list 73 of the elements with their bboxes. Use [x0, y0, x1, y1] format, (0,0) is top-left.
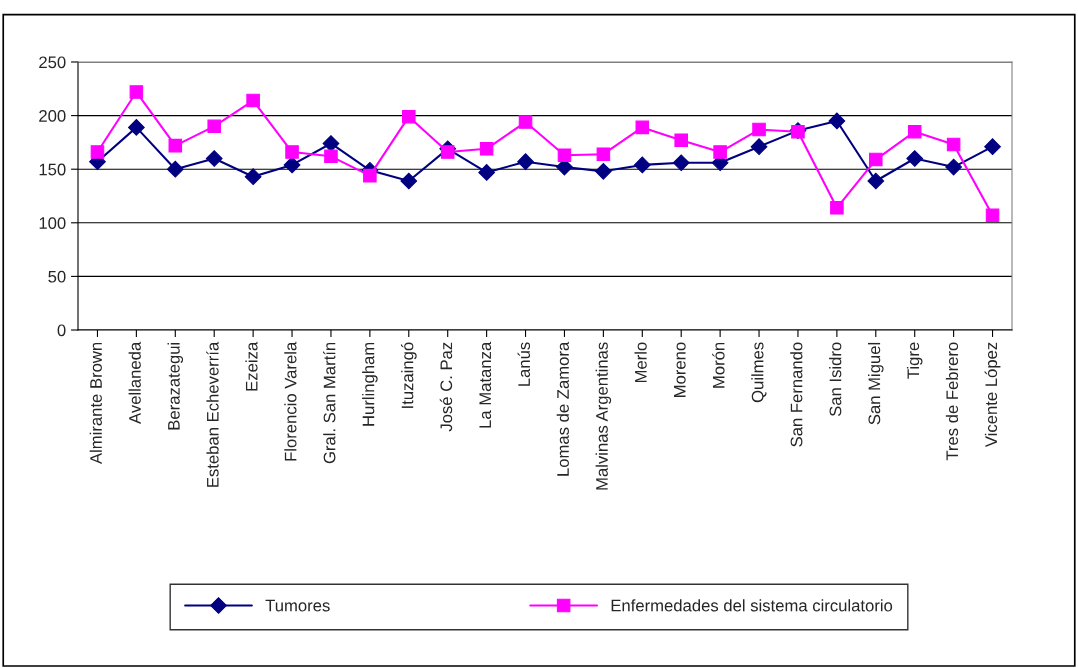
- point: [945, 158, 962, 176]
- point: [244, 168, 262, 186]
- point: [285, 145, 299, 159]
- point: [946, 137, 961, 152]
- point: [246, 93, 260, 108]
- x-tick-label: Berazategui: [167, 342, 184, 430]
- point: [635, 120, 650, 135]
- point: [906, 150, 924, 167]
- point: [985, 208, 1000, 223]
- point: [867, 172, 885, 190]
- y-tick-label: 50: [48, 270, 66, 283]
- x-tick-label: San Isidro: [829, 342, 842, 417]
- point: [402, 109, 416, 124]
- x-tick-label: Gral. San Martín: [322, 342, 336, 464]
- point: [518, 115, 533, 129]
- x-tick-label: San Fernando: [790, 342, 803, 447]
- point: [440, 145, 455, 159]
- y-tick-label: 100: [39, 217, 66, 229]
- y-tick-label: 200: [39, 110, 66, 122]
- x-tick-label: La Matanza: [479, 341, 492, 428]
- point: [828, 112, 846, 130]
- point: [363, 168, 377, 183]
- point: [324, 149, 338, 164]
- point: [168, 138, 183, 153]
- y-tick-label: 250: [39, 56, 66, 69]
- x-tick-label: Lanús: [517, 342, 531, 386]
- x-tick-label: Hurlingham: [362, 342, 378, 426]
- y-tick-label: 0: [57, 324, 66, 337]
- point: [479, 142, 494, 156]
- point: [713, 145, 727, 159]
- x-tick-label: San Miguel: [868, 342, 884, 425]
- legend-label: Tumores: [265, 599, 330, 612]
- point: [166, 160, 184, 178]
- point: [478, 164, 495, 181]
- point: [557, 148, 572, 163]
- x-tick-label: Ezeiza: [245, 341, 258, 391]
- x-tick-label: Lomas de Zamora: [556, 341, 569, 476]
- point: [128, 119, 145, 136]
- point: [400, 172, 418, 190]
- point: [830, 201, 844, 215]
- x-tick-label: Ituzaingó: [400, 342, 417, 408]
- point: [869, 152, 883, 167]
- point: [129, 85, 144, 99]
- x-tick-label: Tres de Febrero: [945, 342, 959, 461]
- x-tick-label: Vicente López: [984, 342, 1001, 448]
- x-tick-label: Quilmes: [751, 342, 767, 403]
- y-tick-label: 150: [39, 163, 66, 176]
- x-tick-label: Merlo: [634, 342, 647, 383]
- point: [207, 119, 221, 134]
- point: [205, 150, 223, 167]
- x-tick-label: Esteban Echeverría: [206, 341, 219, 487]
- x-tick-label: Malvinas Argentinas: [595, 342, 612, 490]
- x-tick-label: Morón: [712, 342, 725, 388]
- point: [672, 154, 690, 172]
- point: [752, 122, 766, 137]
- point: [750, 138, 768, 156]
- x-tick-label: Florencio Varela: [284, 341, 297, 461]
- point: [907, 124, 922, 139]
- x-tick-label: José C. Paz: [439, 342, 453, 432]
- point: [595, 162, 612, 180]
- x-tick-label: Tigre: [906, 342, 923, 379]
- point: [517, 153, 534, 171]
- x-tick-label: Almirante Brown: [89, 342, 102, 465]
- x-tick-label: Avellaneda: [128, 341, 141, 424]
- point: [984, 138, 1001, 156]
- legend-label: Enfermedades del sistema circulatorio: [611, 599, 893, 612]
- point: [283, 156, 301, 174]
- point: [322, 135, 340, 152]
- x-tick-label: Moreno: [674, 342, 686, 397]
- point: [90, 145, 105, 159]
- point: [596, 147, 611, 161]
- point: [633, 156, 651, 174]
- point: [674, 133, 688, 148]
